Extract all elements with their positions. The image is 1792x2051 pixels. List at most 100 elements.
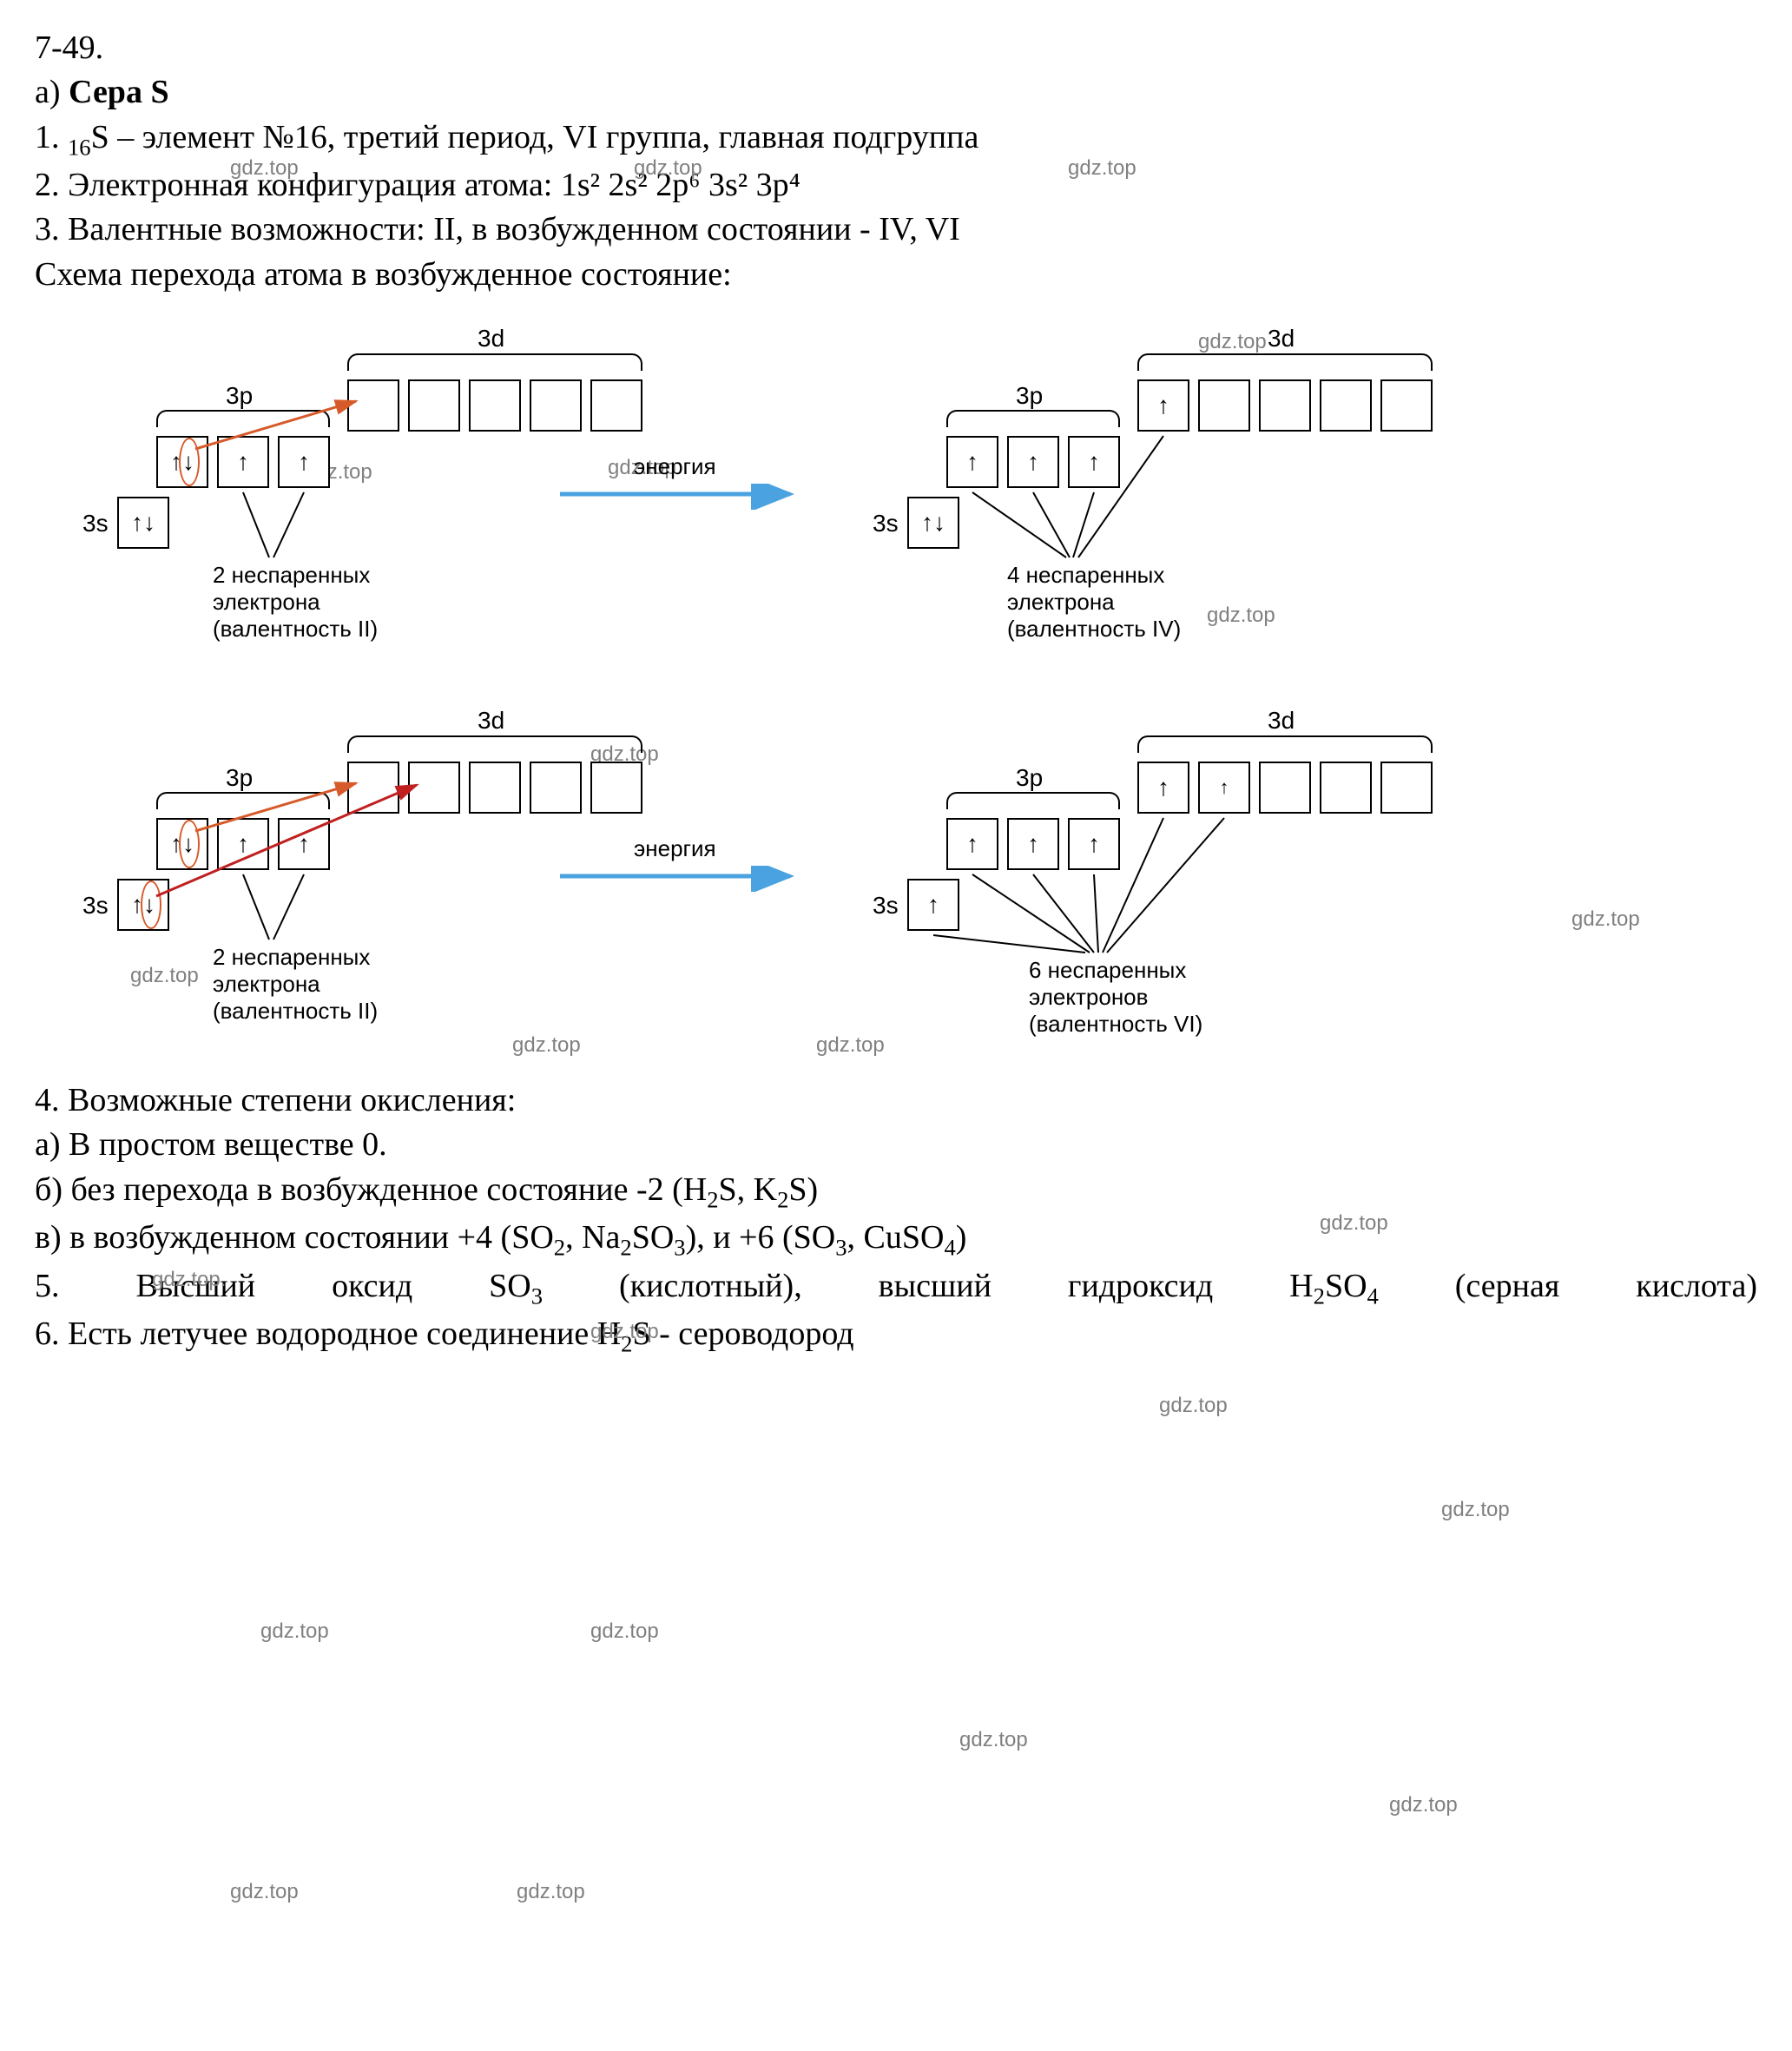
watermark: gdz.top: [1159, 1394, 1228, 1418]
watermark: gdz.top: [590, 1320, 659, 1344]
b4-m2: SO: [632, 1219, 675, 1256]
d-box-4: [530, 379, 582, 432]
p2-box-2: ↑: [217, 818, 269, 870]
bottom-6: 6. Есть летучее водородное соединение H2…: [35, 1312, 1757, 1360]
d2r-arrow: ↑: [1220, 776, 1229, 799]
bottom-3: б) без перехода в возбужденное состояние…: [35, 1168, 1757, 1216]
s-box-r1: ↑↓: [907, 497, 959, 549]
d-box-r4: [1320, 379, 1372, 432]
ann3-l2: электрона: [213, 971, 320, 997]
d-box-3: [469, 379, 521, 432]
p-box-r2: ↑: [1007, 436, 1059, 488]
label-3s: 3s: [82, 510, 109, 537]
watermark: gdz.top: [1068, 156, 1136, 181]
l1-post: S – элемент №16, третий период, VI групп…: [91, 119, 979, 155]
d-box-r3: [1259, 379, 1311, 432]
b5-m2: SO: [1325, 1268, 1367, 1304]
label-3s-2: 3s: [82, 892, 109, 920]
ann-lines-r1: [877, 332, 1615, 644]
l1-sub: 16: [68, 134, 91, 160]
p-box-2: ↑: [217, 436, 269, 488]
label-3d-2: 3d: [478, 707, 504, 735]
excited-state-iv: 3d ↑ 3p ↑ ↑ ↑ 3s ↑↓ 4 неспаренных электр…: [877, 332, 1615, 644]
p2r-box-1: ↑: [946, 818, 998, 870]
s2r-box-1: ↑: [907, 879, 959, 931]
b5-post: (серная кислота): [1379, 1268, 1757, 1304]
ann3-l3: (валентность II): [213, 998, 378, 1024]
ann1-l3: (валентность II): [213, 616, 378, 642]
p-box-r3: ↑: [1068, 436, 1120, 488]
watermark: gdz.top: [1441, 1498, 1510, 1522]
energy-arrow-1: [556, 484, 807, 510]
d-box-1: [347, 379, 399, 432]
watermark: gdz.top: [230, 156, 299, 181]
ground-state-1: 3d 3p ↑↓ ↑ ↑ 3s ↑↓: [87, 332, 825, 644]
b5-m1: (кислотный), высший гидроксид H: [543, 1268, 1314, 1304]
annotation-2: 4 неспаренных электрона (валентность IV): [1007, 562, 1181, 643]
section-a-prefix: а): [35, 74, 69, 110]
excited-state-vi: 3d ↑ ↑ 3p ↑ ↑ ↑ 3s ↑ 6 неспаренных: [877, 714, 1615, 1026]
watermark: gdz.top: [260, 1619, 329, 1644]
watermark: gdz.top: [816, 1033, 885, 1058]
label-3d: 3d: [478, 325, 504, 353]
b4-m3: ), и +6 (SO: [686, 1219, 836, 1256]
label-3s-r: 3s: [873, 510, 899, 537]
b6-post: S - сероводород: [632, 1316, 853, 1352]
label-3p-r: 3p: [1016, 382, 1043, 410]
watermark: gdz.top: [512, 1033, 581, 1058]
b6-pre: 6. Есть летучее водородное соединение H: [35, 1316, 621, 1352]
ann3-l1: 2 неспаренных: [213, 944, 370, 970]
energy-label-2: энергия: [634, 835, 716, 862]
b3-post: S): [788, 1171, 818, 1208]
d2-box-1: [347, 762, 399, 814]
b4-post: ): [956, 1219, 967, 1256]
d2-box-2: [408, 762, 460, 814]
ann4-l3: (валентность VI): [1029, 1011, 1202, 1037]
diagram-row-1: 3d 3p ↑↓ ↑ ↑ 3s ↑↓: [87, 332, 1757, 644]
ann2-l2: электрона: [1007, 589, 1115, 615]
label-3d-r2: 3d: [1268, 707, 1295, 735]
d2-box-5: [590, 762, 642, 814]
watermark: gdz.top: [959, 1728, 1028, 1752]
d2r-box-5: [1380, 762, 1433, 814]
circle-mark-2a: [179, 820, 200, 868]
annotation-1: 2 неспаренных электрона (валентность II): [213, 562, 378, 643]
label-3d-r: 3d: [1268, 325, 1295, 353]
line-4: Схема перехода атома в возбужденное сост…: [35, 253, 1757, 297]
watermark: gdz.top: [634, 156, 702, 181]
ann4-l2: электронов: [1029, 984, 1148, 1010]
circle-mark-2b: [141, 880, 161, 929]
d-box-5: [590, 379, 642, 432]
b4-m4: , CuSO: [847, 1219, 945, 1256]
page-wrap: gdz.top gdz.top gdz.top gdz.top gdz.top gdz.t…: [35, 26, 1757, 1361]
d-box-2: [408, 379, 460, 432]
b3-pre: б) без перехода в возбужденное состояние…: [35, 1171, 707, 1208]
circle-mark-1: [179, 438, 200, 486]
ann-lines-r2: [877, 714, 1615, 1026]
d-box-r2: [1198, 379, 1250, 432]
d2r-box-4: [1320, 762, 1372, 814]
watermark: gdz.top.: [152, 1268, 226, 1292]
b3-mid: S, K: [719, 1171, 778, 1208]
bottom-5: 5. Высший оксид SO3 (кислотный), высший …: [35, 1264, 1757, 1312]
watermark: gdz.top: [590, 1619, 659, 1644]
ann4-l1: 6 неспаренных: [1029, 957, 1186, 983]
problem-number: 7-49.: [35, 26, 1757, 70]
d2-box-3: [469, 762, 521, 814]
d2r-box-3: [1259, 762, 1311, 814]
p-box-3: ↑: [278, 436, 330, 488]
ann2-l3: (валентность IV): [1007, 616, 1181, 642]
ann1-l1: 2 неспаренных: [213, 562, 370, 588]
d2r-box-1: ↑: [1137, 762, 1189, 814]
d-box-r1: ↑: [1137, 379, 1189, 432]
b5-pre: 5. Высший оксид SO: [35, 1268, 531, 1304]
s-box-1: ↑↓: [117, 497, 169, 549]
section-a: а) Сера S: [35, 70, 1757, 115]
label-3p-2: 3p: [226, 764, 253, 792]
label-3p-r2: 3p: [1016, 764, 1043, 792]
ann1-l2: электрона: [213, 589, 320, 615]
bottom-4: в) в возбужденном состоянии +4 (SO2, Na2…: [35, 1216, 1757, 1263]
b4-m1: , Na: [565, 1219, 620, 1256]
bottom-1: 4. Возможные степени окисления:: [35, 1078, 1757, 1123]
d2r-box-2: ↑: [1198, 762, 1250, 814]
